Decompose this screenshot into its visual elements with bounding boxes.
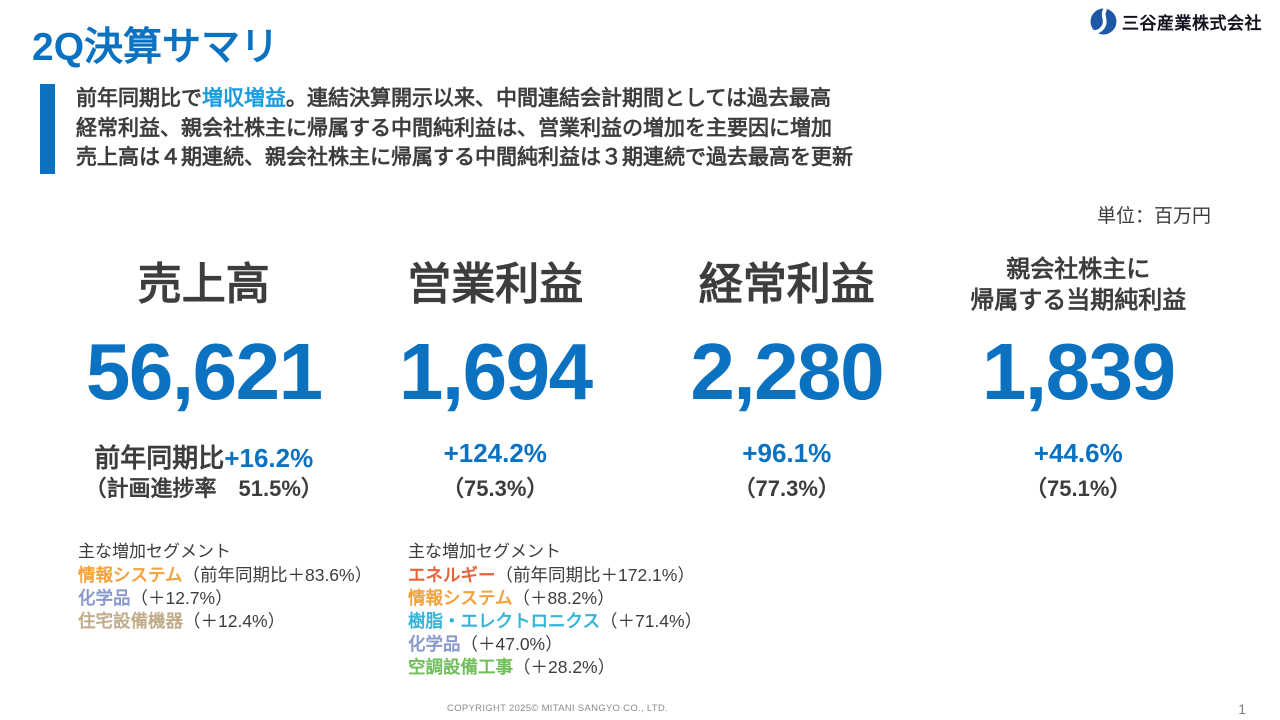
operating-segments-list: 主な増加セグメント エネルギー（前年同期比＋172.1%） 情報システム（＋88…	[408, 539, 702, 679]
copyright-text: COPYRIGHT 2025© MITANI SANGYO CO., LTD.	[447, 703, 668, 714]
metric-yoy: +44.6%	[933, 438, 1225, 468]
metric-yoy: +124.2%	[350, 438, 642, 468]
metric-value: 2,280	[690, 327, 884, 416]
segment-item: 空調設備工事（＋28.2%）	[408, 656, 702, 679]
page-title: 2Q決算サマリ	[32, 26, 280, 69]
metric-label: 売上高	[137, 259, 270, 309]
segment-item: エネルギー（前年同期比＋172.1%）	[408, 564, 702, 587]
summary-block: 前年同期比で増収増益。連結決算開示以来、中間連結会計期間としては過去最高 経常利…	[40, 84, 853, 174]
metric-operating-income: 営業利益 1,694 +124.2% （75.3%）	[350, 248, 642, 503]
summary-line1-highlight: 増収増益	[202, 87, 286, 110]
segment-name: 化学品	[408, 634, 461, 654]
metric-progress: （計画進捗率 51.5%）	[84, 476, 323, 501]
metric-progress: （75.1%）	[1025, 476, 1132, 501]
metric-yoy: +96.1%	[641, 438, 933, 468]
summary-line-1: 前年同期比で増収増益。連結決算開示以来、中間連結会計期間としては過去最高	[76, 84, 853, 114]
summary-text: 前年同期比で増収増益。連結決算開示以来、中間連結会計期間としては過去最高 経常利…	[76, 84, 853, 174]
summary-line1-post: 。連結決算開示以来、中間連結会計期間としては過去最高	[286, 87, 831, 110]
segment-name: 空調設備工事	[408, 657, 513, 677]
yoy-prefix-label: 前年同期比	[94, 443, 225, 473]
segment-name: 情報システム	[408, 588, 513, 608]
metric-label: 営業利益	[407, 259, 584, 309]
yoy-value: +16.2%	[224, 443, 314, 473]
summary-line-3: 売上高は４期連続、親会社株主に帰属する中間純利益は３期連続で過去最高を更新	[76, 146, 853, 169]
company-name: 三谷産業株式会社	[1122, 14, 1262, 33]
segment-detail: （＋28.2%）	[513, 657, 616, 677]
segment-item: 情報システム（＋88.2%）	[408, 587, 702, 610]
segment-detail: （前年同期比＋172.1%）	[495, 565, 695, 585]
metric-label-line1: 親会社株主に	[1006, 255, 1151, 283]
segments-title: 主な増加セグメント	[78, 542, 231, 561]
segment-detail: （＋88.2%）	[512, 588, 615, 608]
metric-value: 1,694	[398, 327, 593, 416]
metric-progress: （75.3%）	[442, 476, 549, 501]
sales-segments-list: 主な増加セグメント 情報システム（前年同期比＋83.6%） 化学品（＋12.7%…	[78, 539, 372, 633]
segment-detail: （＋12.4%）	[183, 611, 286, 631]
metric-yoy: 前年同期比+16.2%	[58, 438, 350, 473]
metric-label-line2: 帰属する当期純利益	[970, 287, 1187, 314]
summary-line-2: 経常利益、親会社株主に帰属する中間純利益は、営業利益の増加を主要因に増加	[76, 116, 832, 140]
metric-net-sales: 売上高 56,621 前年同期比+16.2% （計画進捗率 51.5%）	[58, 248, 350, 503]
segment-name: エネルギー	[408, 565, 496, 585]
accent-bar	[40, 84, 55, 174]
segment-name: 樹脂・エレクトロニクス	[408, 611, 600, 631]
segment-item: 情報システム（前年同期比＋83.6%）	[78, 564, 372, 587]
yoy-value: +96.1%	[742, 438, 832, 468]
segment-item: 化学品（＋12.7%）	[78, 587, 372, 610]
segment-item: 化学品（＋47.0%）	[408, 633, 702, 656]
metric-net-income: 親会社株主に 帰属する当期純利益 1,839 +44.6% （75.1%）	[933, 248, 1225, 503]
segment-detail: （＋12.7%）	[130, 588, 233, 608]
metrics-row: 売上高 56,621 前年同期比+16.2% （計画進捗率 51.5%） 営業利…	[58, 248, 1224, 503]
metric-label: 経常利益	[698, 259, 875, 309]
segment-name: 化学品	[78, 588, 131, 608]
metric-value: 1,839	[981, 327, 1176, 416]
segment-item: 樹脂・エレクトロニクス（＋71.4%）	[408, 610, 702, 633]
segment-item: 住宅設備機器（＋12.4%）	[78, 610, 372, 633]
segment-name: 住宅設備機器	[78, 611, 183, 631]
metric-progress: （77.3%）	[733, 476, 840, 501]
yoy-value: +124.2%	[443, 438, 547, 468]
segment-detail: （＋71.4%）	[599, 611, 703, 631]
mitani-logo-icon	[1090, 8, 1117, 35]
company-logo: 三谷産業株式会社	[1090, 8, 1262, 35]
metric-label: 親会社株主に 帰属する当期純利益	[933, 248, 1225, 322]
segments-title: 主な増加セグメント	[408, 542, 561, 561]
unit-label: 単位：百万円	[1096, 206, 1211, 227]
metric-value: 56,621	[85, 327, 323, 416]
segment-detail: （＋47.0%）	[460, 634, 563, 654]
metric-ordinary-income: 経常利益 2,280 +96.1% （77.3%）	[641, 248, 933, 503]
segment-detail: （前年同期比＋83.6%）	[182, 565, 373, 585]
segment-name: 情報システム	[78, 565, 183, 585]
page-number: 1	[1238, 701, 1246, 717]
summary-line1-pre: 前年同期比で	[76, 87, 202, 110]
yoy-value: +44.6%	[1033, 438, 1123, 468]
